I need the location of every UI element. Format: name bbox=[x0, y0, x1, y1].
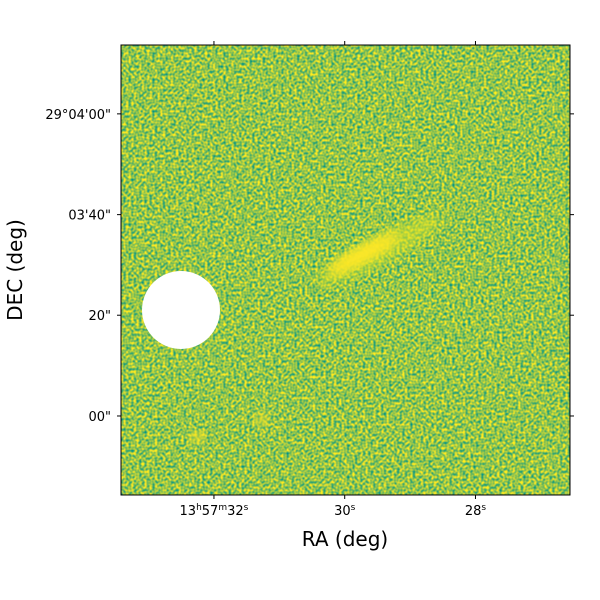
x-tick-label: 28s bbox=[465, 503, 487, 519]
plot-frame bbox=[120, 44, 571, 496]
y-tick-label: 03'40" bbox=[68, 209, 111, 224]
y-tick-label: 20" bbox=[88, 309, 111, 324]
x-tick-label: 13h57m32s bbox=[180, 503, 249, 519]
source bbox=[189, 431, 205, 443]
x-tick-label: 30s bbox=[334, 503, 356, 519]
y-axis-label: DEC (deg) bbox=[3, 219, 27, 321]
y-tick-label: 00" bbox=[88, 410, 111, 425]
x-axis-label: RA (deg) bbox=[302, 527, 388, 551]
image bbox=[121, 45, 570, 495]
galaxy bbox=[327, 233, 399, 275]
source bbox=[255, 414, 269, 426]
y-tick-label: 29°04'00" bbox=[45, 108, 111, 123]
masked-region bbox=[142, 271, 220, 349]
